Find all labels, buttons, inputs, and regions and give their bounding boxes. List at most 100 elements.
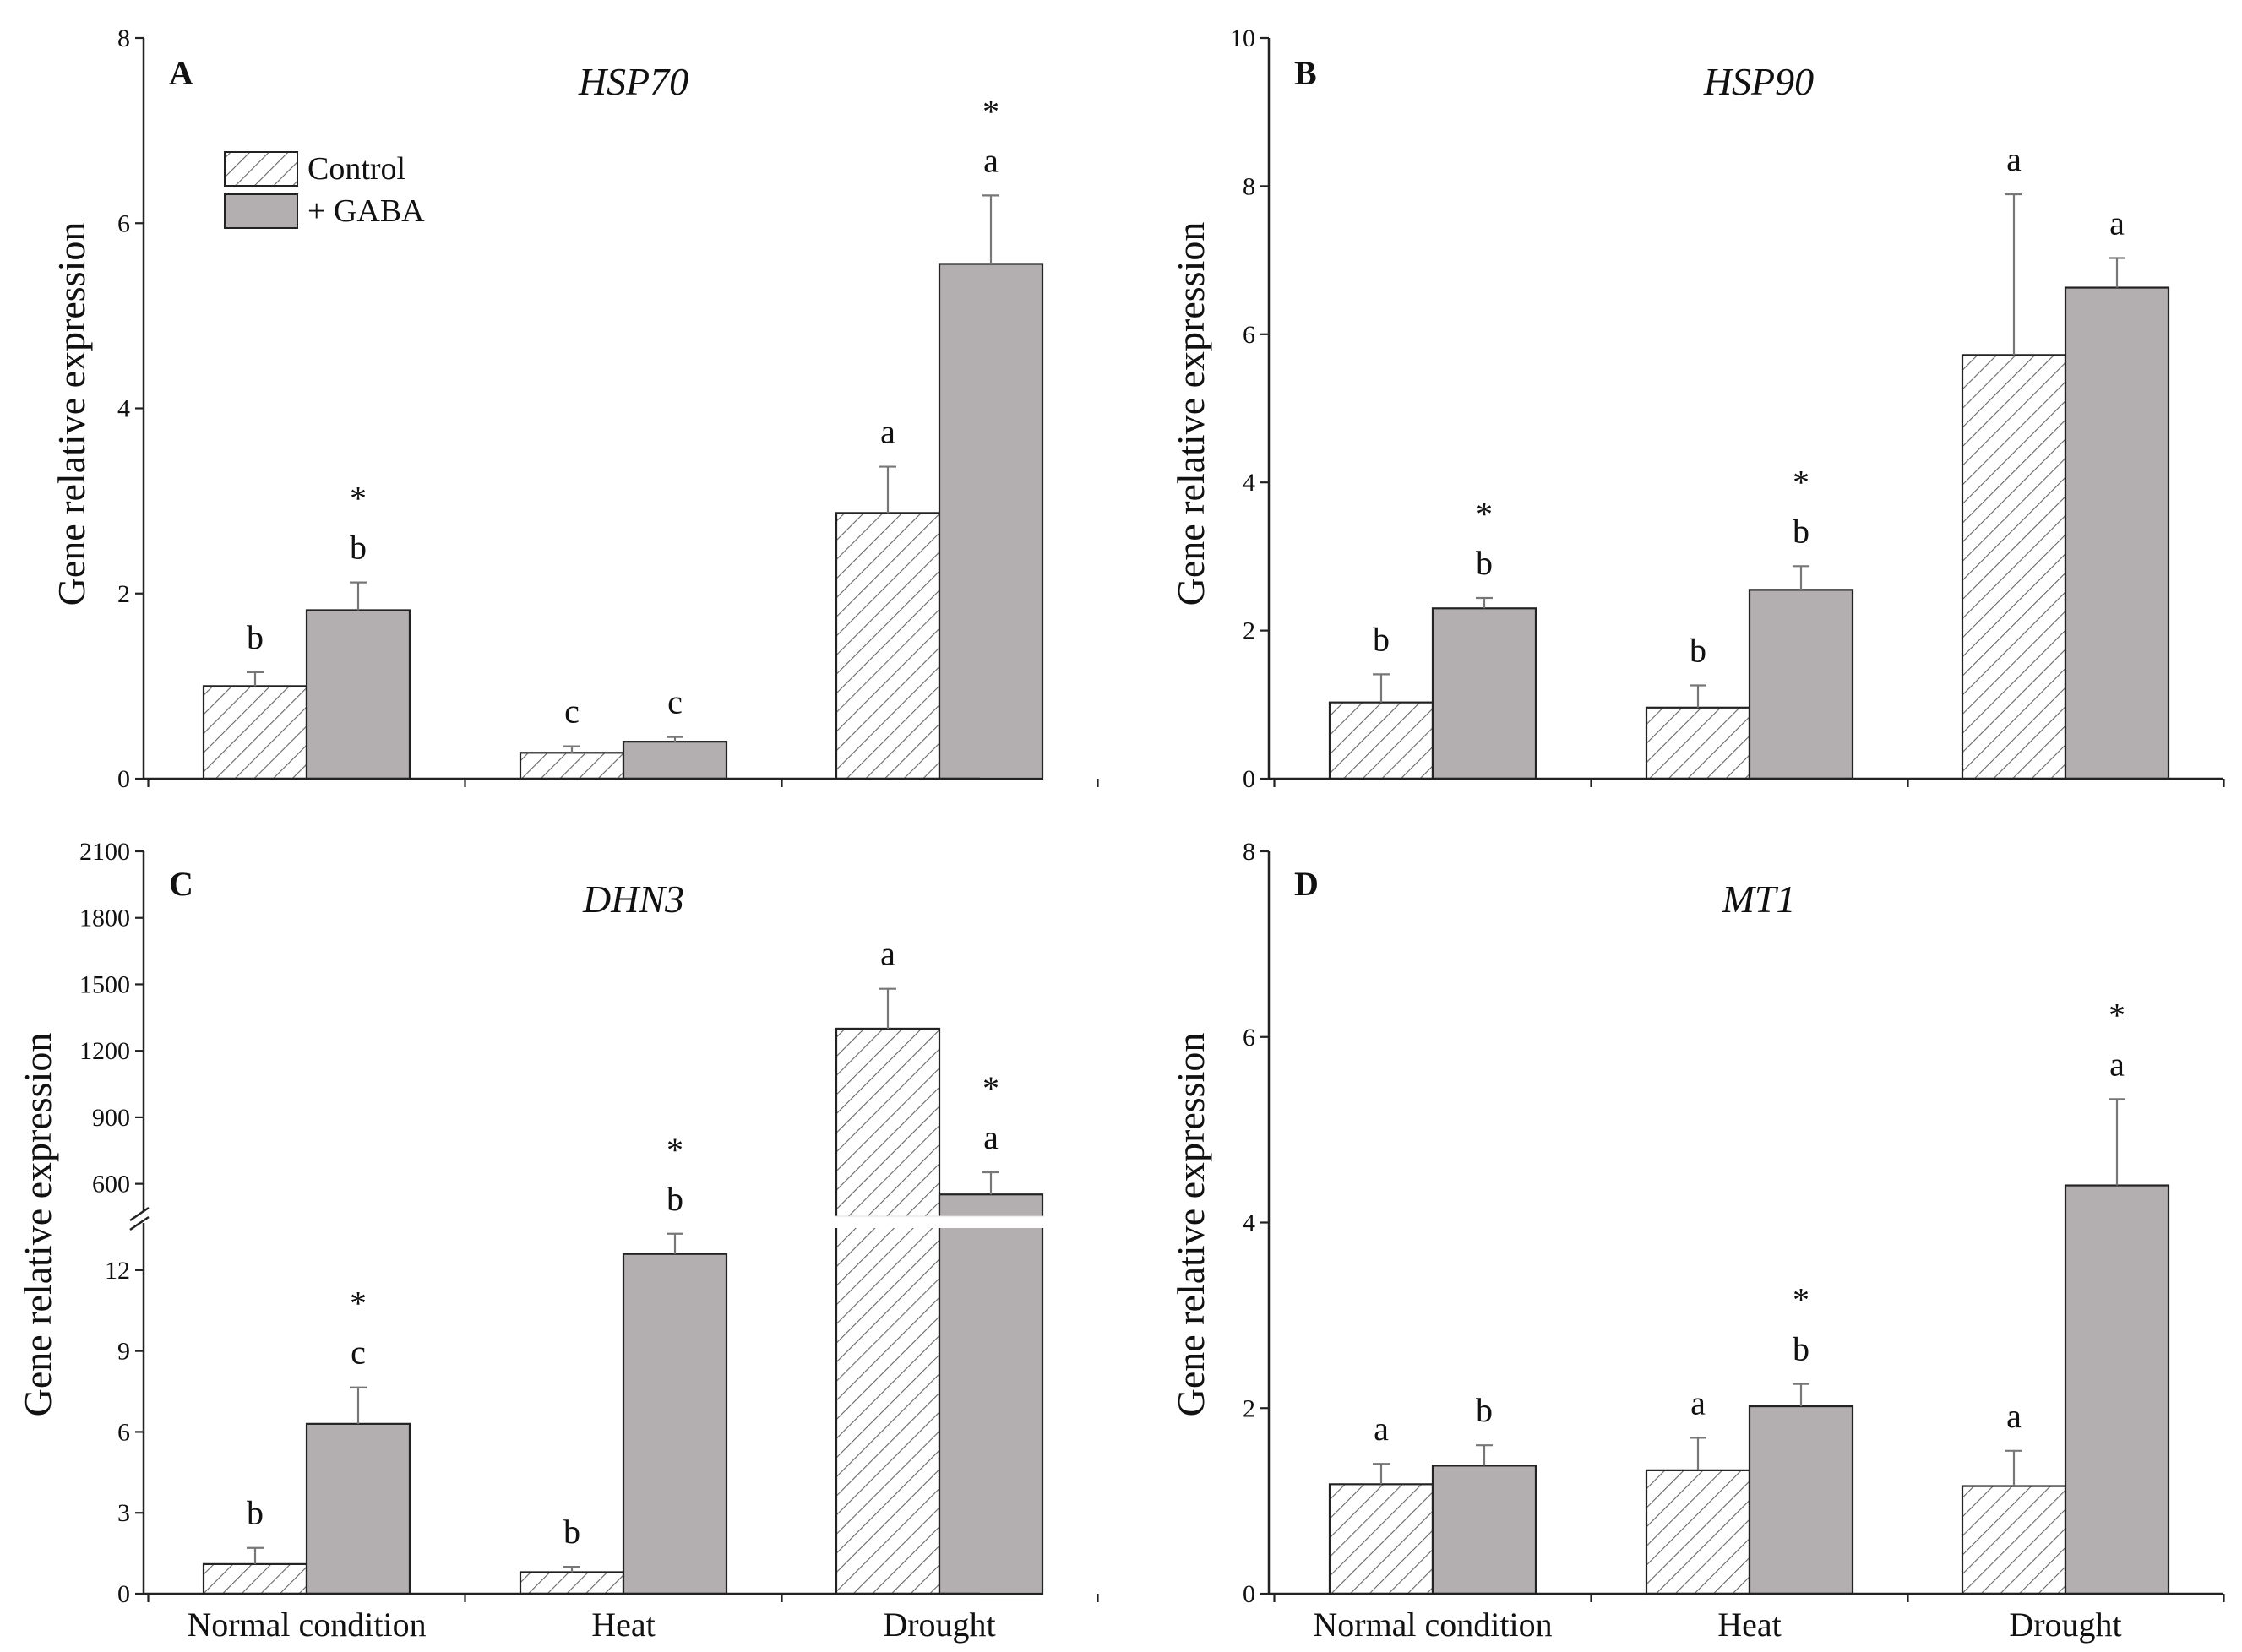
panel-c-title: DHN3 [582,878,684,921]
panel-d-ylabel: Gene relative expression [1169,1033,1212,1417]
panel-a-letter-control-2: c [564,693,580,731]
panel-a-ytick-label-main-0: 0 [117,765,130,793]
panel-a-ytick-label-main-3: 6 [117,209,130,237]
panel-c-xtick-drought: Drought [883,1606,995,1644]
panel-c-star-gaba-1: * [350,1285,367,1323]
panel-b-star-gaba-1: * [1476,495,1493,533]
panel-c-star-gaba-3: * [982,1069,999,1107]
panel-d-bar-control-3 [1961,1485,2067,1595]
panel-d-letter-control-2: a [1690,1383,1706,1421]
legend-label-gaba: + GABA [307,193,425,229]
panel-b-letter-gaba-2: b [1793,512,1809,550]
panel-d-letter-gaba-1: b [1476,1391,1493,1429]
panel-c-ytick-label-lower-0: 0 [117,1580,130,1608]
panel-b-bar-control-1 [1328,701,1434,780]
panel-c-ytick-label-lower-1: 3 [117,1499,130,1527]
panel-a-bar-control-3 [835,512,941,780]
panel-b-bar-control-2 [1645,706,1751,780]
panel-c-axis-break-mark-1 [129,1206,150,1222]
panel-d-mt1-chart: a a a b b * a * 0 2 4 6 8 [1243,838,2225,1608]
panel-b-ytick-label-main-2: 4 [1243,469,1255,497]
panel-c-letter-gaba-2: b [667,1180,683,1218]
panel-d-ytick-label-main-4: 8 [1243,838,1255,866]
panel-c-bar-control-3 [835,1027,941,1595]
legend-swatch-control [224,151,298,187]
legend-label-control: Control [307,151,405,187]
panel-d-bar-gaba-3 [2064,1184,2170,1595]
panel-d-bar-gaba-1 [1431,1465,1537,1595]
panel-d-bar-control-2 [1645,1469,1751,1595]
panel-c-axis-break-mark-2 [129,1215,150,1231]
panel-b-letter-gaba-3: a [2109,204,2125,242]
panel-c-bar-gaba-3 [938,1193,1044,1595]
panel-a-letter-gaba-1: b [350,529,367,567]
panel-b-title: HSP90 [1703,60,1814,103]
panel-c-letter-gaba-1: c [351,1334,366,1372]
panel-c-ytick-label-upper-1: 900 [92,1104,130,1132]
panel-c-bar-control-1 [202,1562,308,1595]
panel-b-letter: B [1294,54,1317,92]
panel-a-letter-control-1: b [247,618,264,656]
panel-b-bar-gaba-2 [1748,589,1854,780]
panel-d-ytick-label-main-3: 6 [1243,1024,1255,1052]
panel-d-bar-control-1 [1328,1483,1434,1595]
panel-b-ytick-label-main-5: 10 [1230,24,1255,52]
panel-b-ytick-label-main-1: 2 [1243,617,1255,645]
panel-c-ytick-label-lower-4: 12 [105,1257,130,1285]
panel-a-ytick-label-main-1: 2 [117,580,130,608]
panel-d-title: MT1 [1722,878,1796,921]
panel-c-letter-control-3: a [880,935,895,973]
panel-a-hsp70-chart: b c a b * c a * 0 2 4 6 8 [117,24,1099,793]
panel-a-bar-control-1 [202,685,308,780]
panel-a-bar-gaba-1 [305,609,411,780]
panel-d-ytick-label-main-2: 4 [1243,1209,1255,1237]
panel-a-star-gaba-1: * [350,480,367,518]
panel-a-letter-gaba-3: a [983,141,999,179]
panel-c-ytick-label-upper-5: 2100 [79,838,130,866]
panel-b-bar-control-3 [1961,354,2067,780]
panel-d-star-gaba-3: * [2109,996,2125,1034]
panel-d-ytick-label-main-0: 0 [1243,1580,1255,1608]
panel-c-xtick-normal: Normal condition [187,1606,426,1644]
panel-a-ylabel: Gene relative expression [50,222,93,606]
panel-a-letter: A [169,54,193,92]
panel-c-letter-control-2: b [563,1513,580,1551]
panel-d-xtick-normal: Normal condition [1313,1606,1552,1644]
panel-b-star-gaba-2: * [1793,463,1809,501]
panel-b-letter-control-2: b [1690,631,1706,669]
panel-d-xtick-drought: Drought [2009,1606,2121,1644]
panel-c-ytick-label-upper-0: 600 [92,1171,130,1198]
panel-d-star-gaba-2: * [1793,1281,1809,1319]
panel-a-ytick-label-main-2: 4 [117,395,130,423]
panel-d-letter-control-1: a [1374,1410,1389,1448]
panel-b-ylabel: Gene relative expression [1169,222,1212,606]
panel-c-ytick-label-lower-3: 9 [117,1338,130,1366]
panel-a-letter-gaba-2: c [667,683,683,721]
panel-c-letter-control-1: b [247,1494,264,1532]
panel-b-hsp90-chart: b b a b * b * a 0 2 4 6 8 10 [1230,24,2225,793]
legend: Control + GABA [224,151,425,229]
legend-swatch-gaba [224,193,298,229]
panel-b-letter-gaba-1: b [1476,544,1493,582]
panel-c-bar-control-2 [519,1571,625,1595]
panel-c-xtick-heat: Heat [591,1606,656,1644]
panel-b-bar-gaba-3 [2064,286,2170,780]
panel-c-ytick-label-upper-2: 1200 [79,1037,130,1065]
panel-c-ylabel: Gene relative expression [16,1033,59,1417]
panel-a-ytick-label-main-4: 8 [117,24,130,52]
panel-d-bar-gaba-2 [1748,1405,1854,1595]
panel-b-ytick-label-main-4: 8 [1243,172,1255,200]
panel-a-bar-control-2 [519,752,625,780]
panel-d-letter: D [1294,865,1319,903]
panel-c-break-gap [835,1216,1044,1228]
panel-d-letter-gaba-2: b [1793,1330,1809,1368]
panel-b-letter-control-1: b [1373,620,1390,658]
panel-c-ytick-label-lower-2: 6 [117,1418,130,1446]
panel-a-title: HSP70 [578,60,688,103]
panel-b-letter-control-3: a [2006,140,2022,178]
panel-c-bar-gaba-1 [305,1422,411,1595]
panel-a-star-gaba-3: * [982,92,999,130]
panel-a-letter-control-3: a [880,413,895,451]
panel-c-bar-gaba-2 [622,1253,728,1595]
